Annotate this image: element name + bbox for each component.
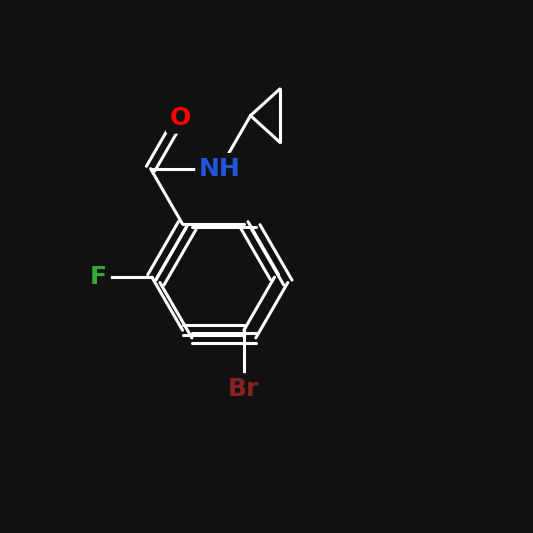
Text: O: O: [169, 106, 190, 130]
Text: Br: Br: [228, 377, 260, 401]
Text: NH: NH: [199, 157, 241, 181]
Text: F: F: [90, 265, 107, 289]
